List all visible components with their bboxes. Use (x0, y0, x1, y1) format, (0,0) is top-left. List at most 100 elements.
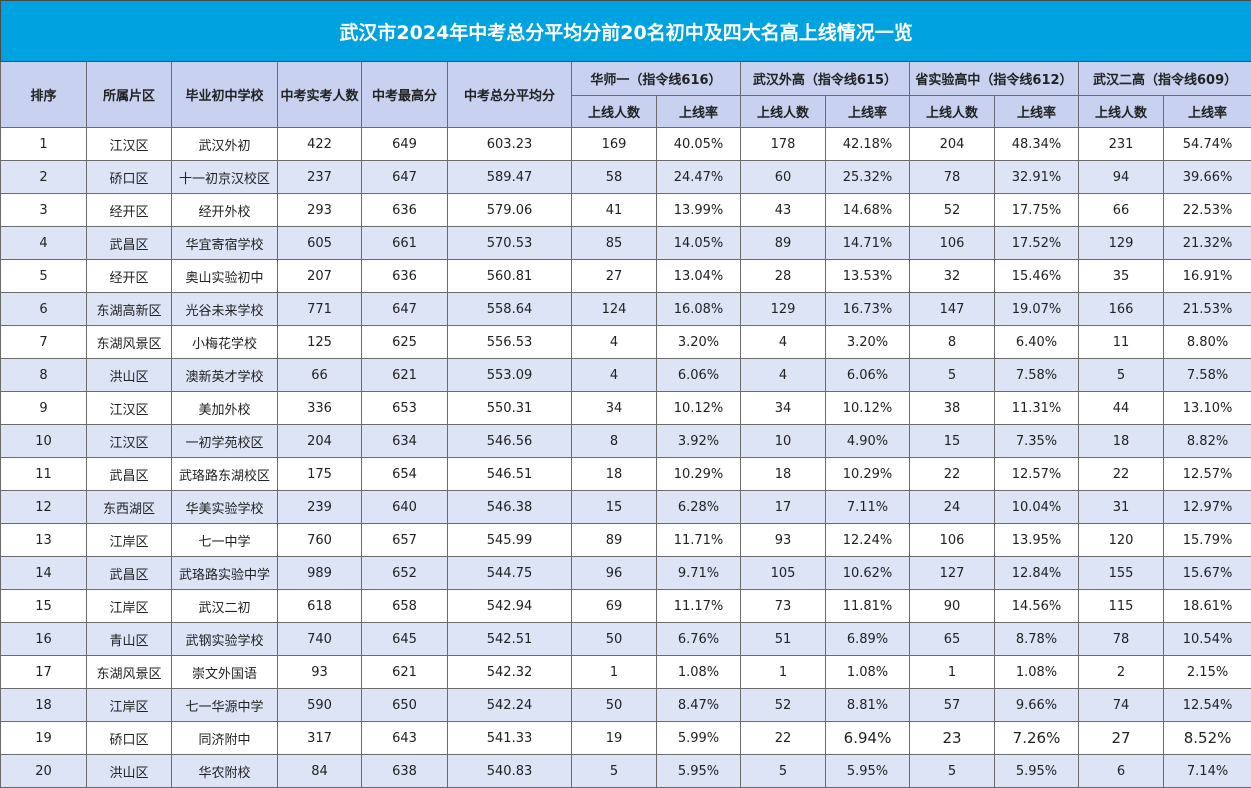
cell-huashiyi-rate: 10.29% (657, 458, 741, 491)
cell-huashiyi-count: 34 (572, 392, 657, 425)
cell-school: 华农附校 (172, 755, 278, 788)
cell-shengshiyan-rate: 7.58% (995, 359, 1079, 392)
cell-waigao-count: 18 (741, 458, 826, 491)
cell-shengshiyan-count: 8 (910, 326, 995, 359)
cell-ergao-rate: 18.61% (1164, 590, 1251, 623)
subheader-count: 上线人数 (910, 96, 995, 128)
cell-shengshiyan-count: 127 (910, 557, 995, 590)
cell-rank: 1 (1, 128, 87, 161)
cell-ergao-count: 231 (1079, 128, 1164, 161)
cell-ergao-count: 78 (1079, 623, 1164, 656)
cell-shengshiyan-count: 57 (910, 689, 995, 722)
cell-count: 317 (278, 722, 362, 755)
cell-count: 771 (278, 293, 362, 326)
cell-district: 江汉区 (87, 425, 172, 458)
cell-district: 江岸区 (87, 689, 172, 722)
cell-district: 经开区 (87, 260, 172, 293)
cell-waigao-rate: 25.32% (826, 161, 910, 194)
cell-rank: 13 (1, 524, 87, 557)
cell-waigao-count: 5 (741, 755, 826, 788)
cell-rank: 12 (1, 491, 87, 524)
cell-waigao-rate: 13.53% (826, 260, 910, 293)
cell-huashiyi-count: 124 (572, 293, 657, 326)
cell-ergao-count: 22 (1079, 458, 1164, 491)
cell-district: 经开区 (87, 194, 172, 227)
cell-rank: 3 (1, 194, 87, 227)
cell-huashiyi-rate: 3.92% (657, 425, 741, 458)
cell-avg: 542.32 (448, 656, 572, 689)
cell-ergao-rate: 8.80% (1164, 326, 1251, 359)
cell-count: 760 (278, 524, 362, 557)
cell-rank: 10 (1, 425, 87, 458)
cell-max: 647 (362, 161, 448, 194)
cell-district: 江汉区 (87, 128, 172, 161)
cell-waigao-count: 4 (741, 326, 826, 359)
cell-waigao-count: 17 (741, 491, 826, 524)
cell-max: 657 (362, 524, 448, 557)
cell-waigao-count: 51 (741, 623, 826, 656)
cell-ergao-count: 35 (1079, 260, 1164, 293)
cell-avg: 570.53 (448, 227, 572, 260)
cell-ergao-rate: 21.32% (1164, 227, 1251, 260)
cell-ergao-rate: 22.53% (1164, 194, 1251, 227)
cell-ergao-rate: 7.58% (1164, 359, 1251, 392)
cell-rank: 4 (1, 227, 87, 260)
cell-avg: 541.33 (448, 722, 572, 755)
cell-huashiyi-count: 18 (572, 458, 657, 491)
cell-max: 650 (362, 689, 448, 722)
cell-rank: 19 (1, 722, 87, 755)
header-school: 毕业初中学校 (172, 62, 278, 128)
cell-waigao-rate: 14.71% (826, 227, 910, 260)
cell-ergao-rate: 8.82% (1164, 425, 1251, 458)
cell-shengshiyan-count: 106 (910, 524, 995, 557)
cell-ergao-rate: 12.97% (1164, 491, 1251, 524)
cell-max: 621 (362, 656, 448, 689)
cell-count: 175 (278, 458, 362, 491)
cell-count: 590 (278, 689, 362, 722)
cell-max: 643 (362, 722, 448, 755)
cell-waigao-rate: 6.94% (826, 722, 910, 755)
cell-ergao-count: 155 (1079, 557, 1164, 590)
cell-huashiyi-count: 50 (572, 689, 657, 722)
cell-avg: 542.51 (448, 623, 572, 656)
cell-district: 硚口区 (87, 722, 172, 755)
cell-district: 武昌区 (87, 557, 172, 590)
cell-ergao-rate: 2.15% (1164, 656, 1251, 689)
cell-max: 638 (362, 755, 448, 788)
cell-huashiyi-count: 27 (572, 260, 657, 293)
cell-school: 华宜寄宿学校 (172, 227, 278, 260)
cell-huashiyi-rate: 5.95% (657, 755, 741, 788)
subheader-rate: 上线率 (1164, 96, 1251, 128)
cell-shengshiyan-count: 106 (910, 227, 995, 260)
cell-waigao-rate: 1.08% (826, 656, 910, 689)
cell-ergao-count: 18 (1079, 425, 1164, 458)
cell-ergao-count: 6 (1079, 755, 1164, 788)
cell-waigao-count: 93 (741, 524, 826, 557)
cell-shengshiyan-count: 90 (910, 590, 995, 623)
cell-ergao-count: 166 (1079, 293, 1164, 326)
cell-count: 740 (278, 623, 362, 656)
cell-ergao-rate: 12.57% (1164, 458, 1251, 491)
cell-waigao-count: 52 (741, 689, 826, 722)
cell-huashiyi-rate: 40.05% (657, 128, 741, 161)
cell-rank: 18 (1, 689, 87, 722)
cell-max: 652 (362, 557, 448, 590)
cell-school: 一初学苑校区 (172, 425, 278, 458)
cell-shengshiyan-count: 32 (910, 260, 995, 293)
cell-rank: 17 (1, 656, 87, 689)
cell-waigao-rate: 3.20% (826, 326, 910, 359)
cell-school: 澳新英才学校 (172, 359, 278, 392)
cell-rank: 14 (1, 557, 87, 590)
cell-ergao-rate: 39.66% (1164, 161, 1251, 194)
cell-ergao-count: 120 (1079, 524, 1164, 557)
subheader-count: 上线人数 (572, 96, 657, 128)
cell-waigao-rate: 8.81% (826, 689, 910, 722)
cell-waigao-rate: 10.62% (826, 557, 910, 590)
